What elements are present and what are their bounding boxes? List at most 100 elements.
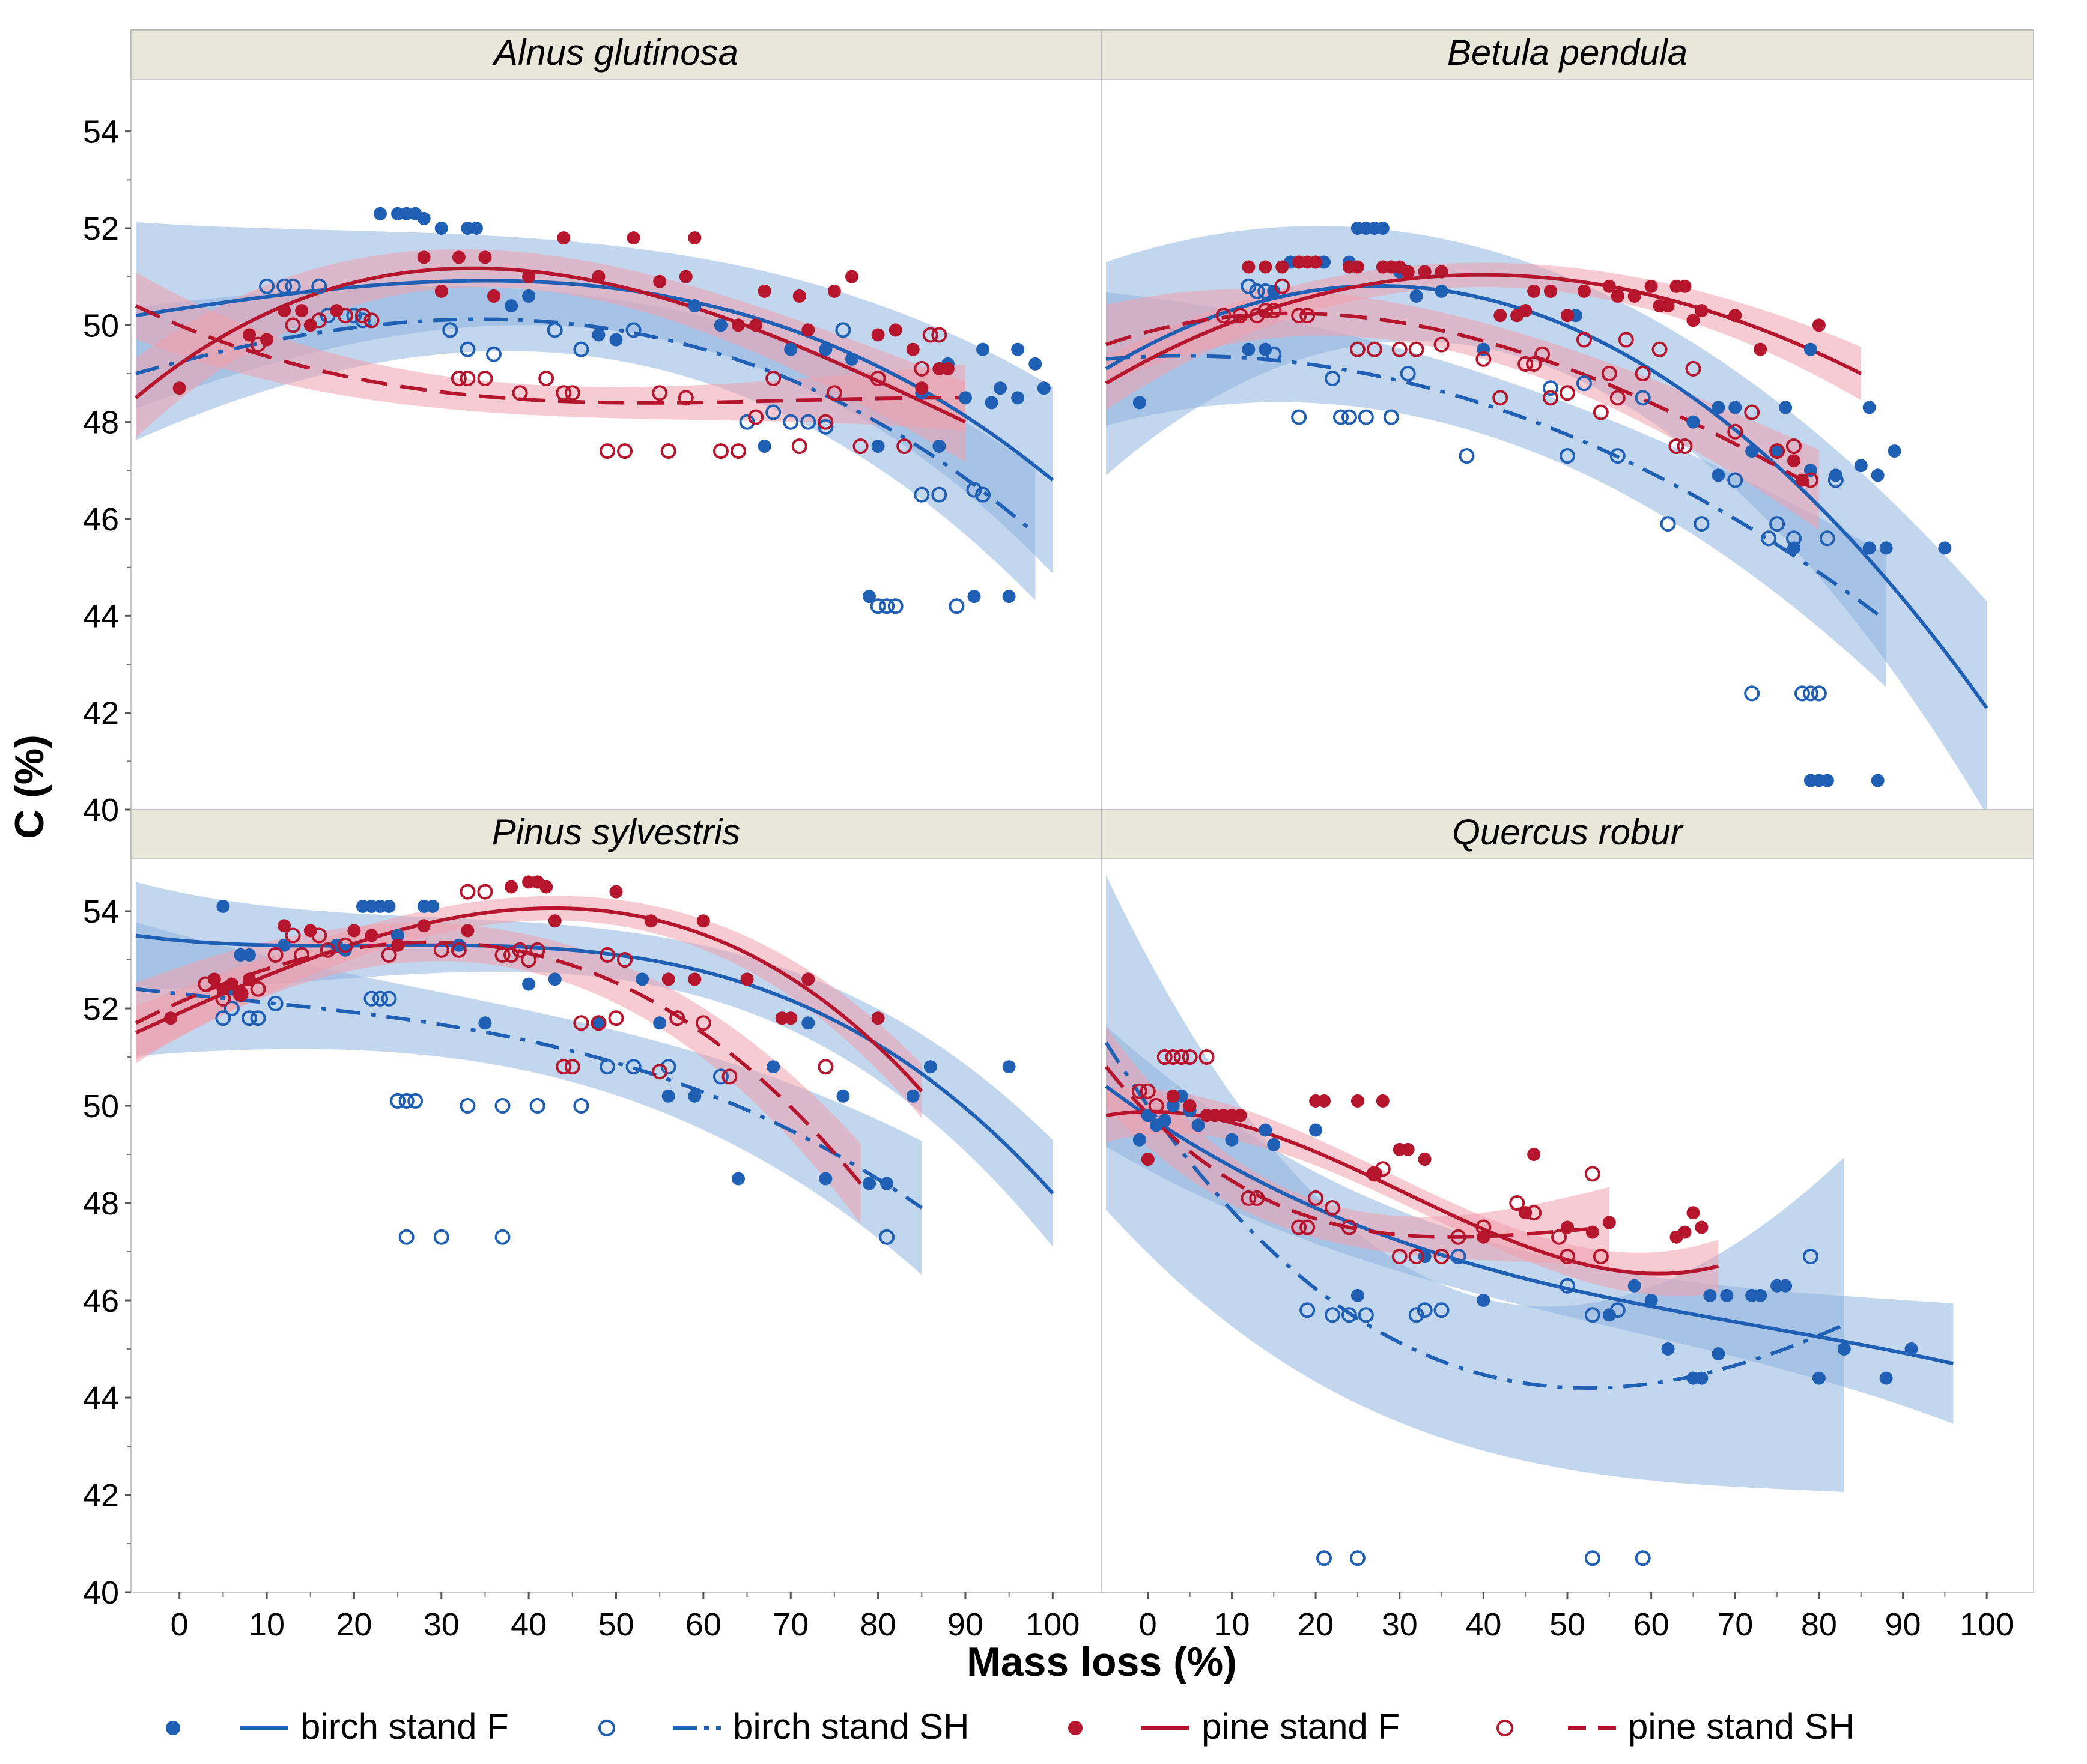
data-point-birchF <box>1871 774 1885 787</box>
data-point-pineSH <box>320 942 336 958</box>
data-point-pineSH <box>1215 308 1232 324</box>
data-point-pineF <box>505 880 518 894</box>
data-point-birchSH <box>712 1068 729 1085</box>
data-point-pineSH <box>198 976 214 992</box>
data-point-pineSH <box>695 1015 711 1031</box>
fit-line-pineF <box>135 906 923 1093</box>
data-point-birchSH <box>259 278 275 294</box>
y-tick-label: 52 <box>83 211 119 247</box>
data-point-pineSH <box>556 1059 572 1075</box>
data-point-pineF <box>740 972 754 986</box>
data-point-birchSH <box>354 312 371 329</box>
data-point-birchF <box>592 1016 606 1030</box>
data-point-birchF <box>1644 1294 1658 1307</box>
panel-betula-pendula: Betula pendula <box>1101 29 2034 810</box>
data-point-birchSH <box>573 341 589 357</box>
data-point-pineSH <box>1601 366 1617 381</box>
data-point-pineF <box>1561 309 1574 323</box>
data-point-pineF <box>164 1011 178 1025</box>
data-point-birchSH <box>250 1010 266 1026</box>
data-point-pineF <box>461 924 475 938</box>
data-point-pineSH <box>1299 308 1316 324</box>
fit-line-pineSH <box>1105 311 1820 492</box>
data-point-pineSH <box>477 884 493 900</box>
data-point-pineF <box>627 231 640 245</box>
data-point-pineSH <box>617 952 633 968</box>
y-tick-label: 50 <box>83 1088 119 1124</box>
data-point-birchF <box>1904 1342 1918 1356</box>
data-point-birchSH <box>1761 530 1777 547</box>
data-point-pineF <box>478 250 492 264</box>
data-point-birchF <box>967 590 981 604</box>
confidence-band-birchF <box>136 882 1053 1247</box>
y-tick-label: 40 <box>83 792 119 828</box>
data-point-birchSH <box>547 322 563 338</box>
data-point-birchF <box>338 943 352 957</box>
data-point-pineSH <box>1551 1229 1567 1245</box>
data-point-pineSH <box>1266 303 1282 319</box>
data-point-birchF <box>653 1016 667 1030</box>
data-point-birchSH <box>363 990 380 1007</box>
data-point-pineSH <box>896 438 913 454</box>
data-point-birchSH <box>800 414 816 430</box>
data-point-pineSH <box>852 438 869 454</box>
data-point-pineSH <box>1156 1049 1173 1065</box>
data-point-pineSH <box>250 981 266 997</box>
data-point-pineF <box>1350 260 1364 274</box>
data-point-birchF <box>906 1089 920 1103</box>
fit-line-birchSH <box>135 317 1037 535</box>
data-point-birchF <box>1166 1099 1180 1112</box>
data-point-pineSH <box>731 443 747 459</box>
legend-marker-birchF <box>166 1721 180 1735</box>
data-point-pineSH <box>1677 438 1693 454</box>
x-tick-label: 10 <box>1214 1607 1250 1643</box>
data-point-birchF <box>1309 1123 1323 1137</box>
data-point-birchSH <box>381 990 397 1007</box>
data-point-birchSH <box>765 404 782 420</box>
data-point-pineF <box>1376 1094 1390 1108</box>
panel-quercus-robur: Quercus robur 0 10 20 30 40 50 60 70 80 90 100 <box>1101 809 2034 1643</box>
data-point-birchF <box>1879 1371 1893 1385</box>
x-tick-label: 90 <box>947 1607 983 1643</box>
data-point-pineSH <box>721 1068 738 1085</box>
data-point-birchSH <box>1266 346 1282 362</box>
data-point-pineSH <box>521 952 537 968</box>
data-point-pineF <box>1418 265 1432 279</box>
data-point-birchF <box>1879 541 1893 555</box>
data-point-pineF <box>609 885 623 899</box>
data-point-birchF <box>522 977 536 991</box>
data-point-pineSH <box>1241 1190 1257 1206</box>
confidence-band-birchSH <box>1106 875 1844 1492</box>
data-point-birchF <box>1259 1123 1272 1137</box>
x-tick-label: 20 <box>1298 1607 1334 1643</box>
data-point-birchSH <box>1332 409 1349 425</box>
data-point-pineF <box>417 250 431 264</box>
data-point-birchSH <box>442 322 458 338</box>
data-point-pineSH <box>818 1059 834 1075</box>
y-tick-label: 48 <box>83 1186 119 1222</box>
data-point-pineSH <box>556 385 572 401</box>
data-point-pineSH <box>1560 385 1575 401</box>
data-point-pineF <box>278 919 291 933</box>
data-point-pineSH <box>1584 1166 1600 1182</box>
x-tick-label: 0 <box>171 1607 189 1643</box>
data-point-pineF <box>452 250 466 264</box>
data-point-birchF <box>1002 1060 1016 1074</box>
x-tick-label: 70 <box>773 1607 809 1643</box>
confidence-band-birchSH <box>136 922 922 1275</box>
data-point-pineF <box>661 972 675 986</box>
data-point-pineSH <box>678 390 694 406</box>
data-point-birchF <box>784 342 798 356</box>
data-point-birchSH <box>949 598 965 614</box>
data-point-pineSH <box>564 1059 580 1075</box>
data-point-pineF <box>1678 279 1692 293</box>
fit-line-birchF <box>1105 1085 1954 1366</box>
data-point-pineSH <box>1375 1161 1391 1177</box>
data-point-birchSH <box>1358 1307 1374 1323</box>
data-point-pineSH <box>1433 1249 1450 1265</box>
data-point-birchSH <box>1349 1550 1366 1566</box>
data-point-birchF <box>548 972 562 986</box>
data-point-pineSH <box>818 414 834 430</box>
data-point-birchSH <box>1291 409 1307 425</box>
